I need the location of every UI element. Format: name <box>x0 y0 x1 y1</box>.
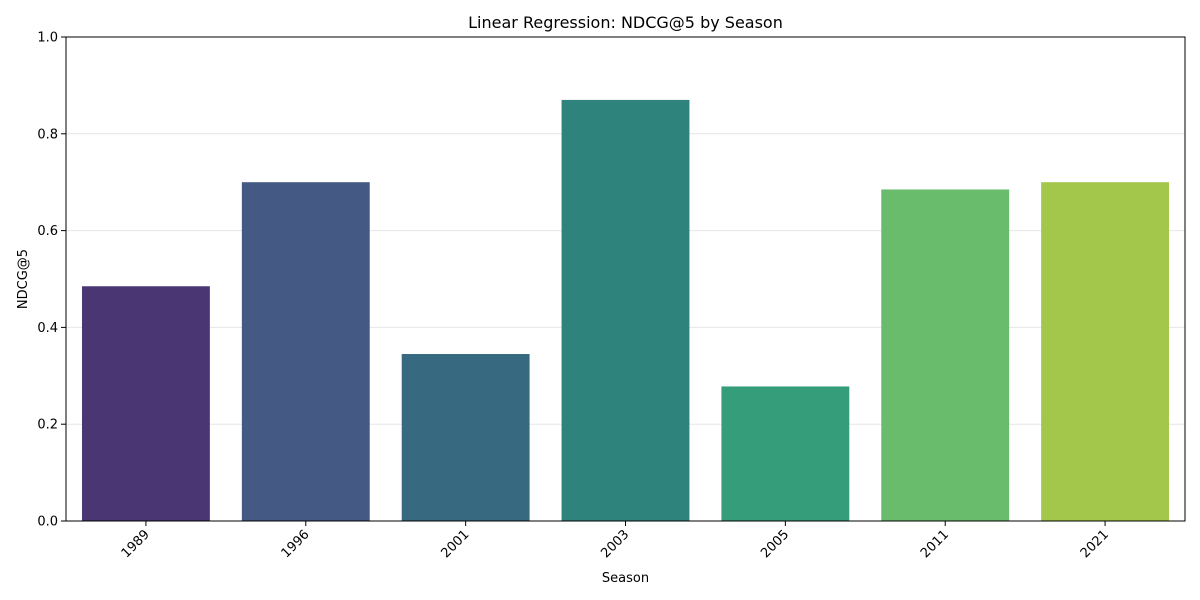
x-tick-label: 2011 <box>918 527 952 561</box>
bar-2021 <box>1041 182 1170 521</box>
x-tick-label: 2021 <box>1078 527 1112 561</box>
x-tick-label: 1996 <box>279 527 313 561</box>
y-tick-label: 0.2 <box>37 418 58 433</box>
x-tick-label: 2005 <box>758 527 792 561</box>
y-tick-label: 1.0 <box>37 31 58 46</box>
y-axis-ticks: 0.0 0.2 0.4 0.6 0.8 1.0 <box>37 31 66 530</box>
bar-2001 <box>401 354 530 521</box>
y-tick-label: 0.0 <box>37 515 58 530</box>
bar-2011 <box>881 189 1010 521</box>
x-tick-label: 1989 <box>119 527 153 561</box>
y-tick-label: 0.4 <box>37 321 58 336</box>
x-tick-label: 2001 <box>438 527 472 561</box>
bar-1989 <box>81 286 210 521</box>
x-tick-label: 2003 <box>598 527 632 561</box>
bars <box>81 99 1170 522</box>
x-axis-label: Season <box>602 571 649 586</box>
y-axis-label: NDCG@5 <box>16 249 31 309</box>
bar-2003 <box>561 99 690 522</box>
bar-2005 <box>721 386 850 521</box>
y-tick-label: 0.8 <box>37 127 58 142</box>
chart-title: Linear Regression: NDCG@5 by Season <box>468 13 783 32</box>
y-tick-label: 0.6 <box>37 224 58 239</box>
x-axis-ticks: 1989 1996 2001 2003 2005 2011 2021 <box>119 521 1112 561</box>
bar-1996 <box>241 182 370 521</box>
